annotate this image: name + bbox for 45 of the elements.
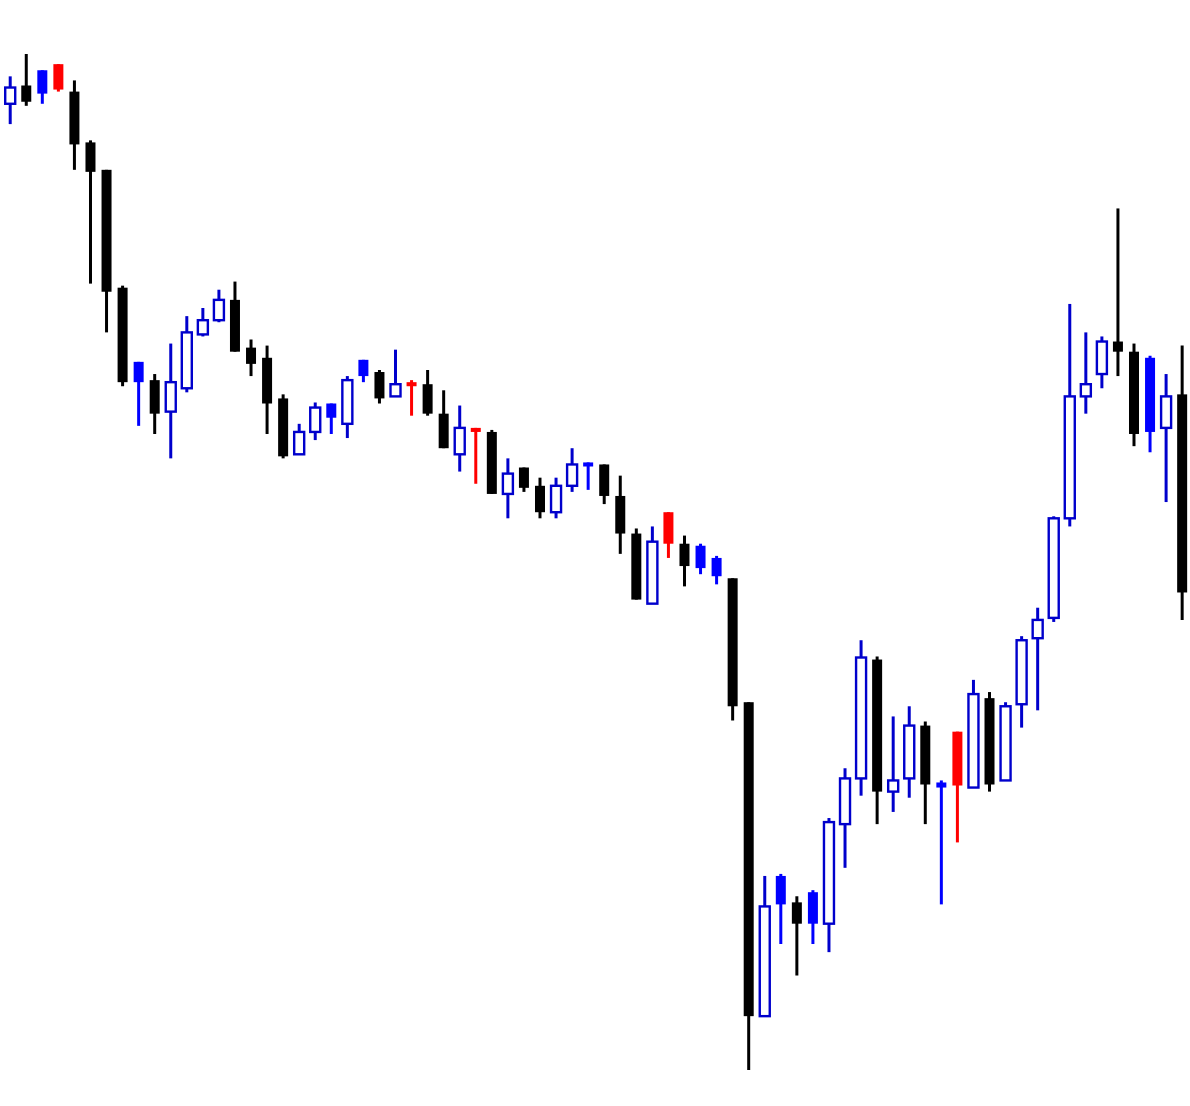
candlestick [262, 344, 273, 436]
candlestick [164, 342, 177, 460]
candlestick [21, 54, 32, 108]
candlestick [374, 368, 385, 405]
candlestick [615, 474, 626, 556]
candlestick [695, 542, 706, 576]
candlestick [886, 714, 900, 814]
candlestick [37, 68, 48, 106]
candlestick [133, 360, 144, 428]
candlestick [309, 400, 322, 442]
candlestick [453, 404, 466, 474]
candlestick [534, 476, 545, 520]
candlestick [196, 306, 210, 338]
candlestick [791, 894, 802, 978]
candlestick [341, 374, 354, 440]
candlestick [518, 466, 529, 494]
candlestick [807, 888, 818, 946]
candlestick [212, 288, 226, 324]
candlestick [470, 426, 481, 486]
candlestick [775, 872, 786, 946]
candlestick [565, 446, 579, 494]
candlestick [422, 368, 433, 418]
candlestick [1079, 330, 1093, 416]
candlestick [292, 422, 306, 456]
candlestick [549, 476, 563, 520]
candlestick [406, 378, 417, 418]
candlestick [438, 388, 449, 450]
candlestick [663, 510, 674, 560]
candlestick [85, 138, 96, 286]
candlestick [1112, 206, 1123, 378]
candlestick [711, 554, 722, 586]
candlestick [599, 462, 610, 506]
candlestick [326, 402, 337, 436]
candlestick [838, 766, 852, 870]
candlestick [1095, 334, 1109, 390]
candlestick [246, 338, 257, 378]
candlestick [1159, 372, 1173, 504]
candlestick [389, 348, 402, 398]
candlestick [53, 62, 64, 94]
candlestick [149, 372, 160, 436]
candlestick [679, 534, 690, 588]
candlestick [501, 456, 515, 520]
candlestick [1031, 606, 1044, 712]
candlestick [583, 460, 594, 492]
candlestick [936, 778, 947, 906]
